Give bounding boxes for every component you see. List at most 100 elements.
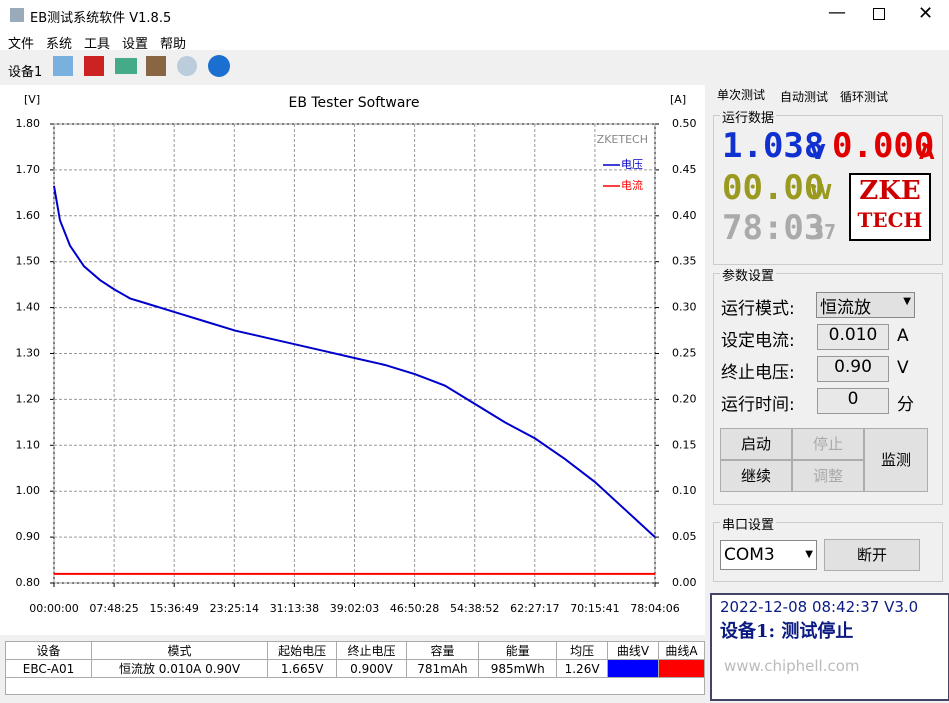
y-unit: [V] — [24, 93, 40, 106]
y2-tick-label: 0.50 — [672, 117, 697, 130]
cell: 恒流放 0.010A 0.90V — [91, 659, 268, 678]
param-input[interactable]: 0.010 — [817, 324, 889, 350]
run-data-group: 运行数据 1.038 V 0.000 A 00.00 W 78:03 37 ZK… — [713, 107, 943, 265]
y2-tick-label: 0.45 — [672, 163, 697, 176]
header-cell: 容量 — [405, 641, 480, 660]
empty-row — [5, 677, 705, 695]
chart-title: EB Tester Software — [288, 95, 419, 111]
result-table: 设备 模式 起始电压 终止电压 容量 能量 均压 曲线V 曲线A EBC-A01 恒流放 0.01… — [5, 641, 705, 695]
close[interactable]: ✕ — [918, 3, 934, 24]
y-tick-label: 1.40 — [16, 301, 41, 314]
header-cell: 均压 — [556, 641, 608, 660]
y2-tick-label: 0.00 — [672, 576, 697, 589]
serial-group: 串口设置 COM3 ▼ 断开 — [713, 514, 943, 582]
cell: 1.26V — [556, 659, 608, 678]
y2-tick-label: 0.15 — [672, 438, 697, 451]
curve-v-color — [607, 659, 659, 678]
image-icon[interactable] — [115, 58, 137, 74]
menu-bar: 文件 系统 工具 设置 帮助 — [0, 30, 949, 52]
mode-value: 恒流放 — [820, 298, 871, 318]
title-bar: EB测试系统软件 V1.8.5 — ✕ — [0, 0, 949, 30]
menu-item[interactable]: 帮助 — [160, 37, 187, 52]
cell: 0.900V — [336, 659, 407, 678]
y2-unit: [A] — [670, 93, 686, 106]
group-title: 参数设置 — [720, 265, 777, 284]
tab[interactable]: 自动测试 — [780, 90, 829, 104]
app-icon — [10, 8, 24, 22]
power-display: 00.00 — [722, 168, 825, 208]
header-cell: 模式 — [91, 641, 268, 660]
y-tick-label: 1.20 — [16, 392, 41, 405]
chart: EB Tester Software [V] [A] ZKETECH 0.80 0… — [0, 85, 705, 635]
x-tick-label: 62:27:17 — [510, 602, 559, 615]
menu-item[interactable]: 文件 — [8, 37, 35, 52]
curve-a-color — [658, 659, 705, 678]
y2-tick-label: 0.05 — [672, 530, 697, 543]
x-tick-label: 39:02:03 — [330, 602, 379, 615]
param-label: 终止电压: — [721, 363, 795, 383]
watermark: www.chiphell.com — [724, 657, 860, 675]
save-icon[interactable] — [84, 56, 104, 76]
group-title: 运行数据 — [720, 107, 777, 126]
table-row: EBC-A01 恒流放 0.010A 0.90V 1.665V 0.900V 781mA… — [5, 659, 705, 678]
disconnect-button[interactable]: 断开 — [824, 539, 920, 571]
cell: 985mWh — [478, 659, 558, 678]
y2-tick-label: 0.10 — [672, 484, 697, 497]
legend-label: 电流 — [621, 178, 643, 192]
param-input[interactable]: 0 — [817, 388, 889, 414]
header-cell: 曲线V — [607, 641, 659, 660]
x-tick-label: 00:00:00 — [29, 602, 78, 615]
y-tick-label: 1.60 — [16, 209, 41, 222]
adjust-button[interactable]: 调整 — [792, 460, 864, 492]
tools-icon[interactable] — [146, 56, 166, 76]
x-tick-label: 78:04:06 — [630, 602, 679, 615]
group-title: 串口设置 — [720, 514, 777, 533]
window-title: EB测试系统软件 V1.8.5 — [30, 11, 172, 26]
maximize[interactable] — [873, 8, 885, 20]
x-tick-label: 54:38:52 — [450, 602, 499, 615]
logo-bottom: TECH — [857, 208, 923, 232]
status-text: 设备1: 测试停止 — [720, 621, 854, 642]
port-select[interactable]: COM3 ▼ — [720, 540, 817, 570]
header-cell: 设备 — [5, 641, 92, 660]
minimize[interactable]: — — [828, 2, 846, 23]
monitor-button[interactable]: 监测 — [864, 428, 928, 492]
power-unit: W — [810, 180, 833, 204]
continue-button[interactable]: 继续 — [720, 460, 792, 492]
y-tick-label: 1.30 — [16, 347, 41, 360]
y2-tick-label: 0.40 — [672, 209, 697, 222]
open-icon[interactable] — [53, 56, 73, 76]
y-tick-label: 1.10 — [16, 438, 41, 451]
table-header: 设备 模式 起始电压 终止电压 容量 能量 均压 曲线V 曲线A — [5, 641, 705, 660]
info-icon[interactable] — [208, 55, 230, 77]
stop-button[interactable]: 停止 — [792, 428, 864, 460]
y-tick-label: 1.70 — [16, 163, 41, 176]
menu-item[interactable]: 系统 — [46, 37, 73, 52]
param-input[interactable]: 0.90 — [817, 356, 889, 382]
y-tick-label: 0.90 — [16, 530, 41, 543]
search-icon[interactable] — [177, 56, 197, 76]
x-tick-label: 15:36:49 — [149, 602, 198, 615]
cell: EBC-A01 — [5, 659, 92, 678]
params-group: 参数设置 运行模式: 恒流放 ▼ 设定电流: 0.010 A 终止电压: 0.90… — [713, 265, 943, 505]
menu-item[interactable]: 工具 — [84, 37, 111, 52]
param-label: 设定电流: — [721, 331, 795, 351]
watermark: ZKETECH — [597, 133, 648, 146]
device-label[interactable]: 设备1 — [8, 65, 43, 80]
param-unit: A — [897, 326, 909, 346]
tab[interactable]: 循环测试 — [840, 90, 889, 104]
start-button[interactable]: 启动 — [720, 428, 792, 460]
cell: 781mAh — [405, 659, 480, 678]
y-tick-label: 1.50 — [16, 255, 41, 268]
header-cell: 曲线A — [658, 641, 705, 660]
current-display: 0.000 — [832, 126, 935, 166]
voltage-display: 1.038 — [722, 126, 825, 166]
mode-select[interactable]: 恒流放 ▼ — [816, 292, 915, 318]
param-label: 运行模式: — [721, 299, 795, 319]
header-cell: 能量 — [478, 641, 558, 660]
menu-item[interactable]: 设置 — [122, 37, 149, 52]
tab-active[interactable]: 单次测试 — [717, 88, 766, 102]
x-tick-label: 07:48:25 — [89, 602, 138, 615]
y-tick-label: 0.80 — [16, 576, 41, 589]
